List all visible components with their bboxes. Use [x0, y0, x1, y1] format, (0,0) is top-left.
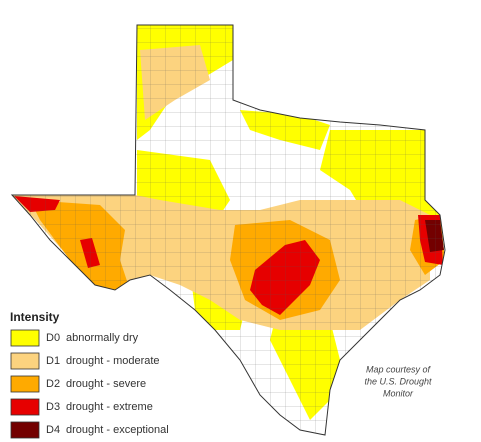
legend-label: drought - extreme [66, 401, 153, 413]
legend-label: abnormally dry [66, 332, 139, 344]
legend-label: drought - moderate [66, 355, 160, 367]
legend-swatch [10, 398, 40, 416]
legend-code: D0 [46, 332, 60, 344]
credit: Map courtesy of the U.S. Drought Monitor [364, 364, 432, 398]
credit-line: Map courtesy of [366, 364, 432, 374]
legend-swatch [10, 421, 40, 439]
legend-code: D3 [46, 401, 60, 413]
legend-swatch [10, 375, 40, 393]
legend-swatch [10, 352, 40, 370]
legend-code: D2 [46, 378, 60, 390]
legend-label: drought - exceptional [66, 424, 169, 436]
legend-code: D1 [46, 355, 60, 367]
legend-title: Intensity [10, 310, 60, 324]
legend: D0 abnormally dry D1 drought - moderate D2 dr… [10, 329, 169, 439]
legend-label: drought - severe [66, 378, 146, 390]
legend-code: D4 [46, 424, 60, 436]
credit-line: Monitor [383, 388, 414, 398]
legend-swatch [10, 329, 40, 347]
credit-line: the U.S. Drought [364, 376, 432, 386]
